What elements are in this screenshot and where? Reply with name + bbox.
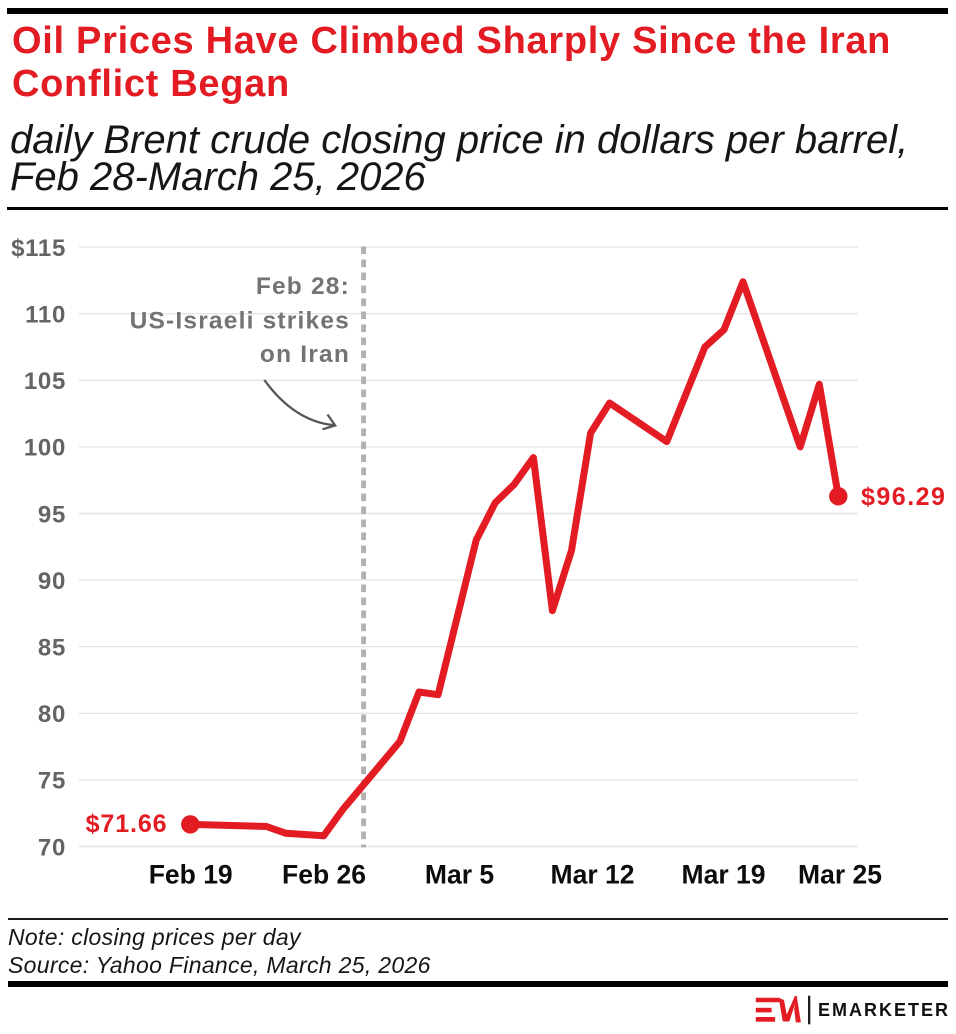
svg-text:70: 70 <box>38 834 66 861</box>
svg-text:$96.29: $96.29 <box>861 483 946 511</box>
svg-text:Feb 19: Feb 19 <box>149 859 233 889</box>
svg-text:Mar 12: Mar 12 <box>551 859 635 889</box>
svg-text:EMARKETER: EMARKETER <box>818 1000 950 1020</box>
svg-text:Mar 25: Mar 25 <box>798 859 882 889</box>
svg-text:90: 90 <box>38 568 66 595</box>
svg-text:75: 75 <box>38 768 66 795</box>
svg-text:Feb 28:: Feb 28: <box>256 273 350 300</box>
svg-text:Mar 19: Mar 19 <box>682 859 766 889</box>
svg-text:105: 105 <box>24 368 66 395</box>
svg-text:$115: $115 <box>11 235 66 262</box>
svg-text:Feb 26: Feb 26 <box>282 859 366 889</box>
svg-text:80: 80 <box>38 701 66 728</box>
svg-text:110: 110 <box>25 302 66 329</box>
svg-text:US-Israeli strikes: US-Israeli strikes <box>130 307 350 334</box>
svg-text:on Iran: on Iran <box>260 341 350 368</box>
svg-text:Mar 5: Mar 5 <box>425 859 494 889</box>
svg-text:100: 100 <box>24 435 66 462</box>
svg-text:85: 85 <box>38 635 66 662</box>
svg-text:$71.66: $71.66 <box>86 810 168 838</box>
svg-text:95: 95 <box>38 501 66 528</box>
